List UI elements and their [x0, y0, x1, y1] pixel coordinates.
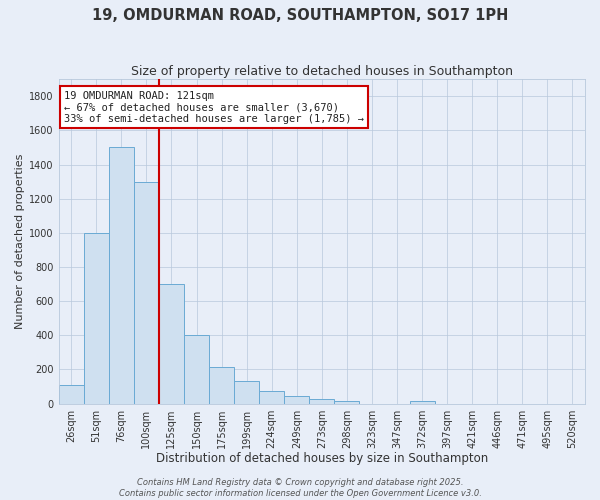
Text: 19, OMDURMAN ROAD, SOUTHAMPTON, SO17 1PH: 19, OMDURMAN ROAD, SOUTHAMPTON, SO17 1PH [92, 8, 508, 22]
Bar [259, 391, 284, 404]
Bar [159, 284, 184, 404]
Bar [234, 380, 259, 404]
Bar [334, 401, 359, 404]
Bar [184, 336, 209, 404]
Bar [284, 396, 309, 404]
Bar [410, 401, 434, 404]
Bar [134, 182, 159, 404]
Bar [209, 367, 234, 404]
Y-axis label: Number of detached properties: Number of detached properties [15, 154, 25, 329]
Bar [59, 385, 84, 404]
Text: 19 OMDURMAN ROAD: 121sqm
← 67% of detached houses are smaller (3,670)
33% of sem: 19 OMDURMAN ROAD: 121sqm ← 67% of detach… [64, 90, 364, 124]
Title: Size of property relative to detached houses in Southampton: Size of property relative to detached ho… [131, 65, 513, 78]
Bar [84, 233, 109, 404]
Bar [109, 148, 134, 404]
Bar [309, 400, 334, 404]
Text: Contains HM Land Registry data © Crown copyright and database right 2025.
Contai: Contains HM Land Registry data © Crown c… [119, 478, 481, 498]
X-axis label: Distribution of detached houses by size in Southampton: Distribution of detached houses by size … [156, 452, 488, 465]
